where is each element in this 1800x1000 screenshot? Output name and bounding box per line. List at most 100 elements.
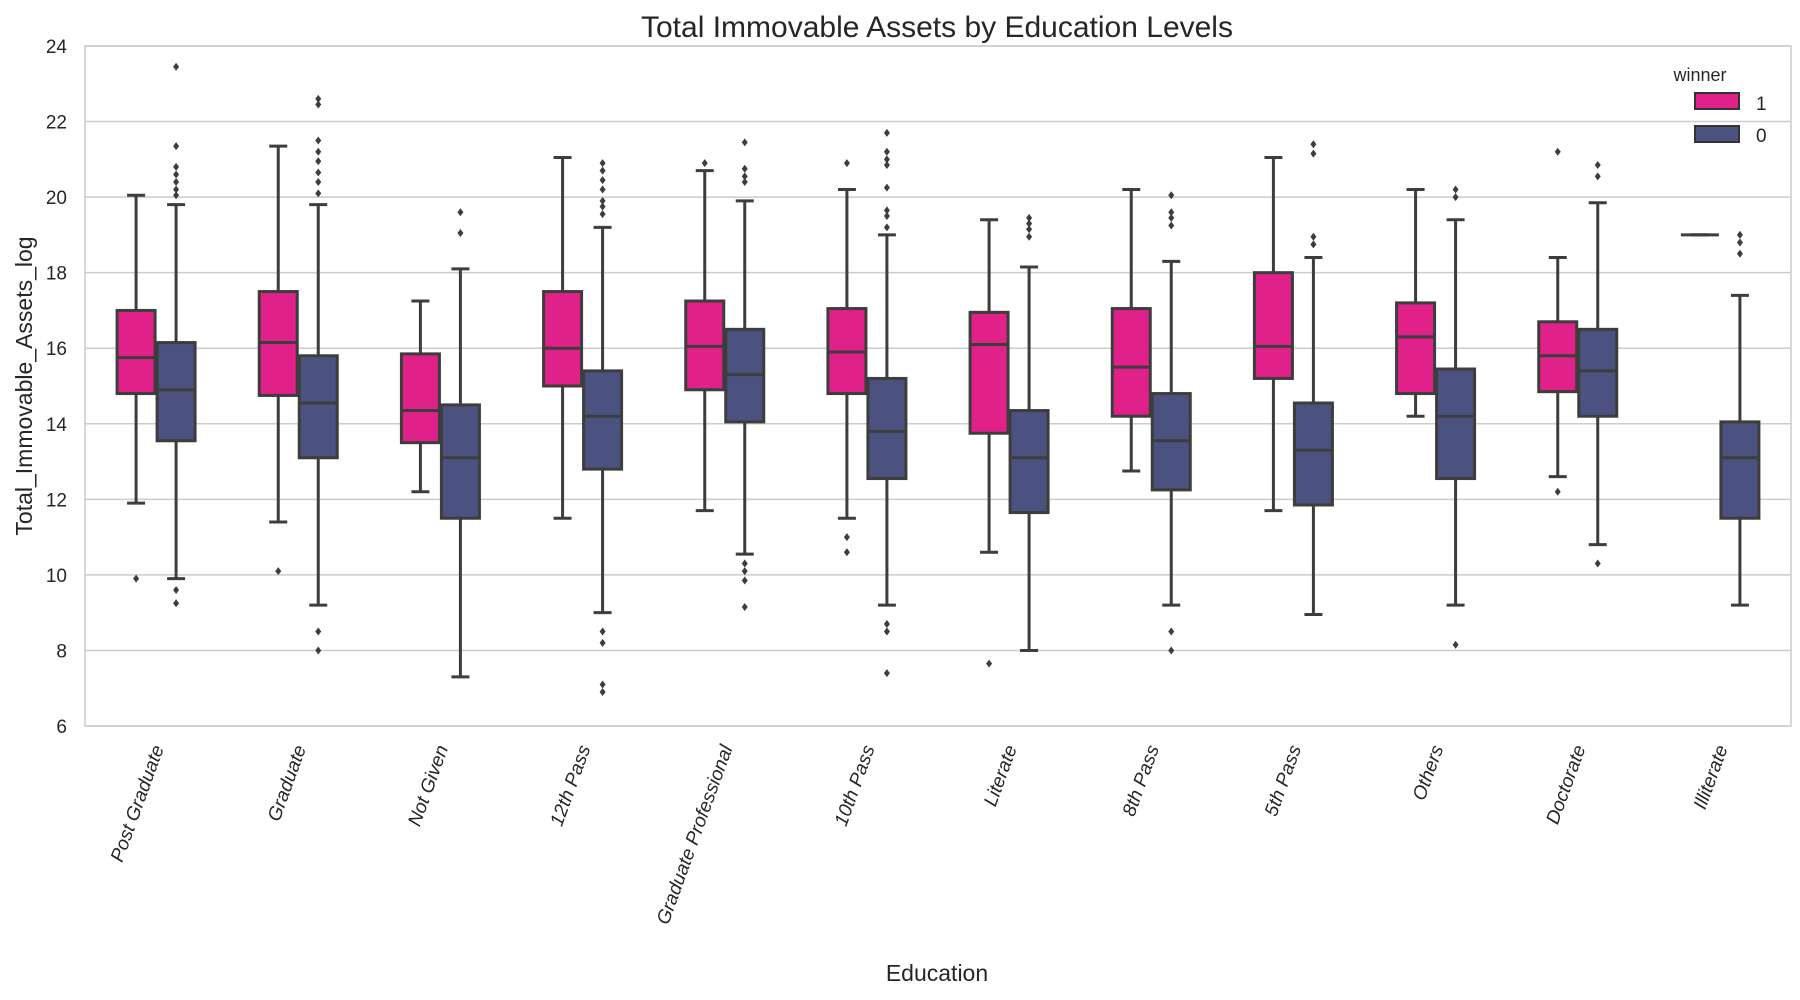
box-iqr bbox=[399, 352, 441, 445]
x-tick-label: Post Graduate bbox=[107, 743, 169, 865]
outlier-point bbox=[173, 162, 180, 171]
box-iqr bbox=[1577, 327, 1619, 418]
outlier-point bbox=[599, 627, 606, 636]
box-iqr bbox=[439, 403, 481, 520]
outlier-point bbox=[986, 659, 993, 668]
outlier-point bbox=[599, 159, 606, 168]
x-tick-label: Graduate Professional bbox=[653, 742, 738, 928]
outlier-point bbox=[1168, 646, 1175, 655]
x-tick-label: 12th Pass bbox=[547, 742, 596, 829]
outlier-point bbox=[883, 155, 890, 164]
y-tick-label: 22 bbox=[46, 113, 67, 134]
outlier-point bbox=[1452, 640, 1459, 649]
box-iqr bbox=[1110, 307, 1152, 418]
box-iqr bbox=[1252, 271, 1294, 380]
outlier-point bbox=[741, 164, 748, 173]
x-tick-label: Doctorate bbox=[1543, 743, 1591, 828]
box-0-1 bbox=[297, 94, 339, 655]
legend: winner 1 0 bbox=[1672, 65, 1766, 147]
outlier-point bbox=[883, 627, 890, 636]
box-0-6 bbox=[1008, 213, 1050, 652]
box-1-8 bbox=[1252, 155, 1294, 513]
box-0-11 bbox=[1719, 230, 1761, 607]
box-iqr bbox=[866, 376, 908, 481]
grid bbox=[85, 45, 1791, 727]
y-tick-label: 24 bbox=[46, 37, 68, 58]
outlier-point bbox=[741, 172, 748, 181]
outlier-point bbox=[315, 94, 322, 103]
outlier-point bbox=[599, 196, 606, 205]
box-0-9 bbox=[1435, 185, 1477, 649]
outlier-point bbox=[1452, 193, 1459, 202]
outlier-point bbox=[315, 178, 322, 186]
box-iqr bbox=[1008, 409, 1050, 515]
box-1-5 bbox=[826, 159, 868, 557]
outlier-point bbox=[315, 147, 322, 156]
legend-label-0: 0 bbox=[1756, 126, 1767, 147]
outlier-point bbox=[883, 223, 890, 232]
outlier-point bbox=[1554, 147, 1561, 156]
x-tick-label: Not Given bbox=[404, 743, 453, 830]
plot-area-frame bbox=[84, 45, 1792, 727]
y-tick-label: 6 bbox=[56, 717, 67, 738]
outlier-point bbox=[315, 627, 322, 636]
outlier-point bbox=[599, 210, 606, 219]
box-1-1 bbox=[257, 144, 299, 576]
box-iqr bbox=[968, 310, 1010, 435]
outlier-point bbox=[599, 202, 606, 211]
y-tick-label: 18 bbox=[46, 264, 67, 285]
box-1-4 bbox=[684, 159, 726, 513]
box-iqr bbox=[1719, 420, 1761, 520]
outlier-point bbox=[1310, 232, 1317, 241]
legend-swatch-1 bbox=[1694, 92, 1740, 110]
box-0-10 bbox=[1577, 161, 1619, 568]
x-tick-label: 5th Pass bbox=[1261, 742, 1306, 819]
outlier-point bbox=[1736, 230, 1743, 239]
outlier-point bbox=[843, 548, 850, 557]
box-iqr bbox=[155, 341, 197, 443]
box-0-2 bbox=[439, 208, 481, 679]
outlier-point bbox=[173, 170, 180, 179]
box-iqr bbox=[582, 369, 624, 471]
outlier-point bbox=[741, 559, 748, 568]
outlier-point bbox=[1026, 232, 1033, 241]
y-tick-label: 8 bbox=[56, 641, 67, 662]
outlier-point bbox=[1168, 208, 1175, 217]
outlier-point bbox=[457, 208, 464, 217]
outlier-point bbox=[1594, 559, 1601, 568]
box-0-0 bbox=[155, 62, 197, 608]
outlier-point bbox=[1310, 140, 1317, 149]
box-0-3 bbox=[582, 159, 624, 696]
outlier-point bbox=[173, 62, 180, 71]
box-0-4 bbox=[724, 138, 766, 611]
outlier-point bbox=[315, 136, 322, 145]
x-tick-label: 10th Pass bbox=[831, 742, 880, 829]
outlier-point bbox=[599, 185, 606, 194]
y-tick-label: 10 bbox=[46, 566, 67, 587]
legend-swatch-0 bbox=[1694, 125, 1740, 143]
outlier-point bbox=[173, 599, 180, 608]
box-iqr bbox=[1395, 301, 1437, 396]
outlier-point bbox=[1736, 249, 1743, 258]
outlier-point bbox=[315, 168, 322, 177]
chart-title: Total Immovable Assets by Education Leve… bbox=[641, 11, 1233, 44]
box-1-2 bbox=[399, 299, 441, 494]
outlier-point bbox=[1026, 225, 1033, 234]
outlier-point bbox=[1168, 213, 1175, 222]
y-tick-label: 12 bbox=[46, 490, 67, 511]
outlier-point bbox=[883, 183, 890, 192]
box-1-10 bbox=[1537, 147, 1579, 496]
x-axis-label: Education bbox=[886, 960, 988, 986]
outlier-point bbox=[457, 229, 464, 237]
legend-label-1: 1 bbox=[1756, 94, 1767, 115]
box-iqr bbox=[115, 308, 157, 396]
outlier-point bbox=[701, 159, 708, 168]
outlier-point bbox=[133, 574, 140, 583]
outlier-point bbox=[173, 142, 180, 151]
box-1-9 bbox=[1395, 188, 1437, 418]
outlier-point bbox=[883, 147, 890, 156]
x-axis-ticks: Post Graduate Graduate Not Given 12th Pass G… bbox=[107, 742, 1732, 928]
outlier-point bbox=[1736, 238, 1743, 247]
outlier-point bbox=[1026, 219, 1033, 228]
outlier-point bbox=[883, 620, 890, 628]
